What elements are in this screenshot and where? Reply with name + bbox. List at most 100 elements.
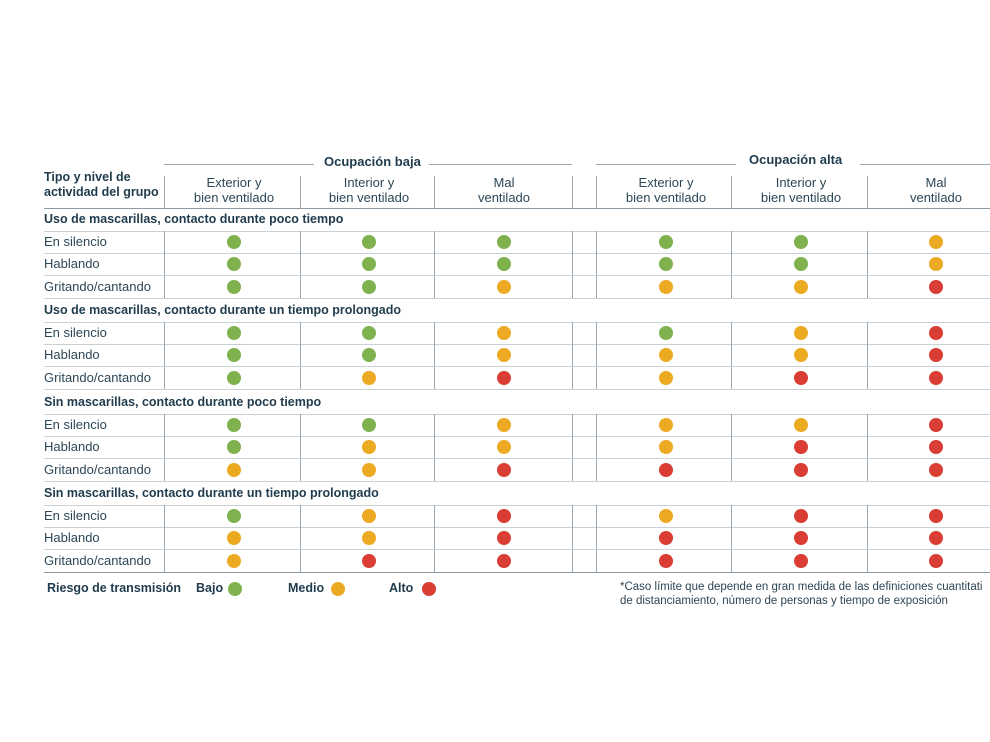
header-divider <box>44 208 990 209</box>
risk-dot-alto <box>497 371 511 385</box>
risk-dot-medio <box>497 348 511 362</box>
risk-dot-alto <box>794 554 808 568</box>
risk-dot-bajo <box>362 280 376 294</box>
corner-header-line2: actividad del grupo <box>44 185 159 199</box>
column-separator <box>596 527 597 549</box>
row-label: En silencio <box>44 508 107 523</box>
column-separator <box>300 527 301 549</box>
column-separator <box>434 231 435 253</box>
column-separator <box>164 527 165 549</box>
risk-dot-medio <box>362 509 376 523</box>
column-separator <box>434 414 435 436</box>
column-separator <box>572 344 573 366</box>
section-divider <box>44 505 990 506</box>
risk-dot-medio <box>659 509 673 523</box>
risk-dot-bajo <box>227 348 241 362</box>
column-separator <box>164 253 165 275</box>
risk-dot-alto <box>497 531 511 545</box>
row-divider <box>44 481 990 482</box>
row-label: Gritando/cantando <box>44 462 151 477</box>
risk-dot-alto <box>794 509 808 523</box>
section-title: Uso de mascarillas, contacto durante poc… <box>44 212 344 226</box>
section-title: Sin mascarillas, contacto durante un tie… <box>44 486 379 500</box>
column-separator <box>164 459 165 481</box>
risk-dot-alto <box>929 326 943 340</box>
risk-dot-bajo <box>362 418 376 432</box>
group-line-high-right <box>860 164 990 165</box>
risk-dot-medio <box>227 463 241 477</box>
risk-dot-bajo <box>227 509 241 523</box>
column-separator <box>164 344 165 366</box>
risk-dot-alto <box>794 440 808 454</box>
risk-dot-medio <box>497 418 511 432</box>
column-header-line2: ventilado <box>477 190 531 205</box>
legend-dot-bajo <box>228 582 242 596</box>
column-separator <box>596 367 597 389</box>
column-separator <box>300 176 301 208</box>
column-separator <box>596 344 597 366</box>
column-separator <box>572 414 573 436</box>
column-separator <box>572 231 573 253</box>
column-separator <box>164 550 165 572</box>
risk-dot-bajo <box>497 257 511 271</box>
column-separator <box>434 367 435 389</box>
column-separator <box>867 436 868 458</box>
column-separator <box>867 276 868 298</box>
risk-dot-alto <box>659 554 673 568</box>
column-separator <box>434 459 435 481</box>
column-separator <box>596 436 597 458</box>
risk-dot-medio <box>929 257 943 271</box>
column-separator <box>300 414 301 436</box>
column-separator <box>164 436 165 458</box>
column-separator <box>164 322 165 344</box>
risk-dot-bajo <box>362 348 376 362</box>
column-separator <box>596 459 597 481</box>
risk-dot-medio <box>497 280 511 294</box>
row-divider <box>44 275 990 276</box>
column-header-line1: Exterior y <box>638 175 694 190</box>
risk-dot-medio <box>794 348 808 362</box>
column-separator <box>867 505 868 527</box>
column-separator <box>731 414 732 436</box>
column-header-line1: Interior y <box>343 175 395 190</box>
row-divider <box>44 436 990 437</box>
section-title: Uso de mascarillas, contacto durante un … <box>44 303 402 317</box>
risk-dot-bajo <box>227 326 241 340</box>
column-separator <box>731 550 732 572</box>
row-label: En silencio <box>44 234 107 249</box>
risk-dot-bajo <box>794 235 808 249</box>
risk-dot-medio <box>659 418 673 432</box>
column-separator <box>572 176 573 208</box>
risk-dot-bajo <box>659 257 673 271</box>
column-separator <box>572 322 573 344</box>
risk-dot-medio <box>794 418 808 432</box>
row-divider <box>44 253 990 254</box>
risk-dot-alto <box>497 509 511 523</box>
column-separator <box>731 176 732 208</box>
row-label: Gritando/cantando <box>44 279 151 294</box>
group-title-high: Ocupación alta <box>741 152 851 167</box>
column-separator <box>731 367 732 389</box>
risk-dot-bajo <box>497 235 511 249</box>
risk-dot-alto <box>794 531 808 545</box>
column-separator <box>731 322 732 344</box>
column-separator <box>596 253 597 275</box>
legend-label-alto: Alto <box>389 581 414 595</box>
column-separator <box>434 527 435 549</box>
risk-dot-medio <box>794 326 808 340</box>
column-header-line1: Mal <box>493 175 515 190</box>
section-divider <box>44 322 990 323</box>
risk-dot-medio <box>659 348 673 362</box>
row-label: Hablando <box>44 439 100 454</box>
column-separator <box>434 505 435 527</box>
risk-dot-alto <box>794 371 808 385</box>
risk-dot-medio <box>794 280 808 294</box>
risk-dot-alto <box>362 554 376 568</box>
risk-dot-alto <box>497 554 511 568</box>
row-label: Hablando <box>44 347 100 362</box>
column-separator <box>731 505 732 527</box>
column-separator <box>300 459 301 481</box>
column-separator <box>572 436 573 458</box>
column-separator <box>867 459 868 481</box>
column-separator <box>164 414 165 436</box>
